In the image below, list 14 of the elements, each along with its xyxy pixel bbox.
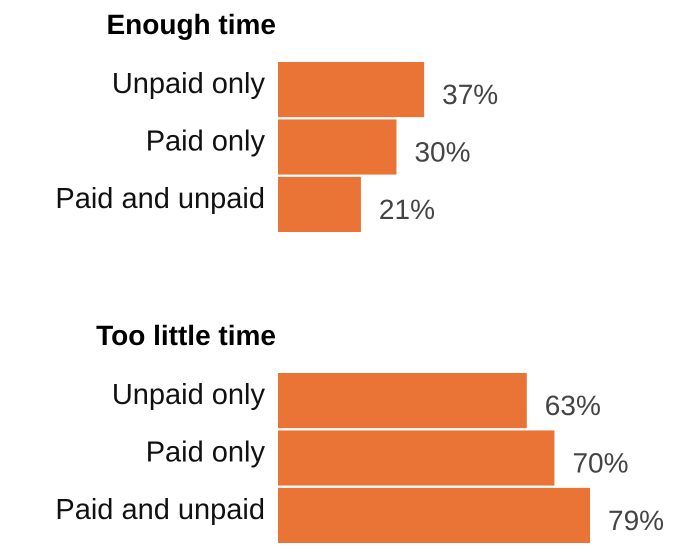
data-label: 21% [378, 194, 435, 225]
data-label: 79% [608, 504, 664, 536]
y-tick-label: Paid and unpaid [55, 494, 265, 526]
y-tick-label: Unpaid only [112, 68, 266, 100]
y-tick-label: Paid only [146, 436, 266, 469]
chart-title: Too little time [96, 320, 276, 351]
data-label: 30% [414, 136, 471, 168]
chart-title: Enough time [106, 9, 276, 40]
y-tick-label: Paid and unpaid [55, 183, 265, 216]
data-label: 70% [572, 447, 629, 478]
y-tick-label: Paid only [146, 126, 266, 158]
data-label: 37% [442, 78, 498, 110]
data-label: 63% [544, 390, 601, 421]
y-tick-label: Unpaid only [112, 379, 266, 412]
